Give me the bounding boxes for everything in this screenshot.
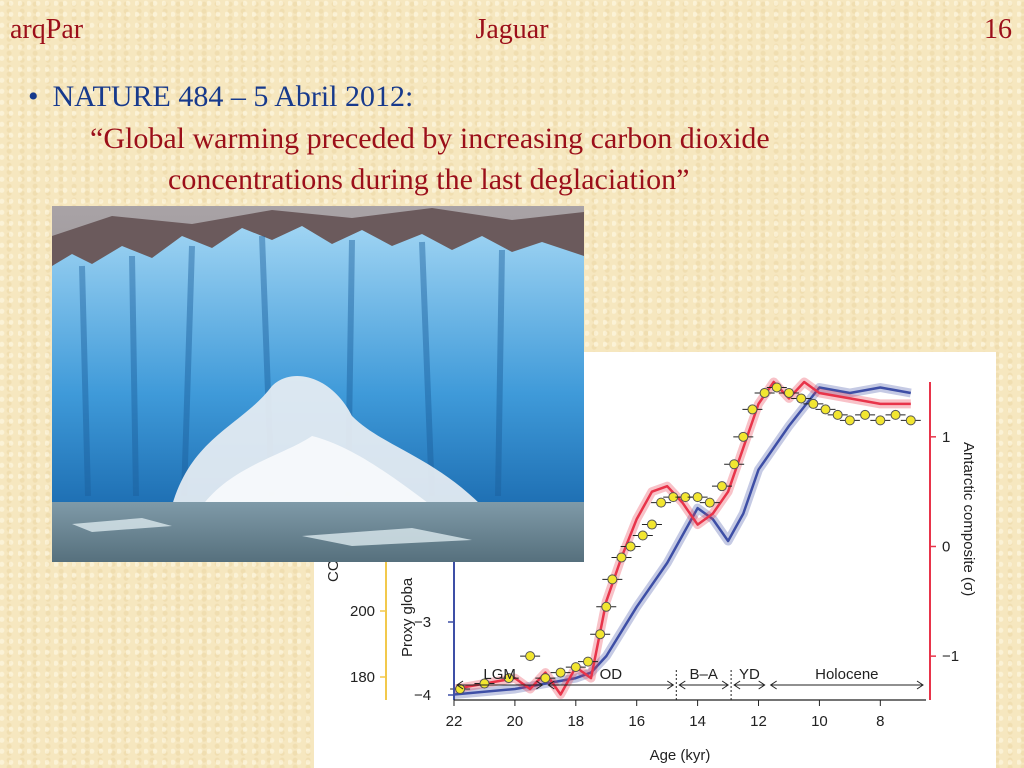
co2-point	[860, 409, 871, 420]
quote-line-1: “Global warming preceded by increasing c…	[90, 122, 770, 155]
period-arrowhead	[547, 680, 555, 690]
period-arrowhead	[721, 680, 730, 690]
period-arrowhead	[456, 680, 464, 690]
co2-point	[890, 409, 901, 420]
co2-point	[875, 415, 886, 426]
x-tick-label: 14	[689, 713, 706, 730]
co2-point	[540, 673, 551, 684]
co2-point	[738, 431, 749, 442]
right-tick-label: −1	[942, 648, 959, 665]
co2-axis-label: CO	[325, 560, 342, 583]
x-tick-label: 20	[507, 713, 524, 730]
period-arrowhead	[769, 680, 777, 690]
period-arrowhead	[916, 680, 924, 690]
header-left: arqPar	[10, 14, 84, 45]
slide-number: 16	[984, 14, 1012, 45]
co2-point	[716, 481, 727, 492]
bullet-icon: •	[28, 80, 39, 113]
x-tick-label: 12	[750, 713, 767, 730]
co2-point	[844, 415, 855, 426]
co2-point	[503, 673, 514, 684]
glacier-photo	[52, 206, 584, 562]
x-tick-label: 10	[811, 713, 828, 730]
co2-point	[595, 629, 606, 640]
period-label: OD	[600, 666, 623, 683]
co2-point	[625, 541, 636, 552]
slide-title: Jaguar	[475, 14, 549, 45]
co2-tick-label: 180	[350, 669, 375, 686]
co2-point	[771, 382, 782, 393]
proxy-axis-label: Proxy globa	[399, 577, 416, 657]
co2-point	[616, 552, 627, 563]
right-tick-label: 0	[942, 538, 950, 555]
proxy-tick-label: −3	[414, 614, 431, 631]
x-tick-label: 8	[876, 713, 884, 730]
period-arrowhead	[733, 680, 741, 690]
x-tick-label: 16	[628, 713, 645, 730]
co2-point	[479, 678, 490, 689]
co2-point	[692, 492, 703, 503]
co2-point	[759, 387, 770, 398]
x-axis-label: Age (kyr)	[650, 747, 711, 764]
co2-point	[729, 459, 740, 470]
co2-point	[607, 574, 618, 585]
co2-point	[646, 519, 657, 530]
co2-point	[747, 404, 758, 415]
right-axis-label: Antarctic composite (σ)	[960, 442, 977, 596]
co2-point	[582, 656, 593, 667]
period-arrowhead	[758, 680, 766, 690]
co2-point	[601, 601, 612, 612]
co2-point	[796, 393, 807, 404]
co2-point	[820, 404, 831, 415]
x-tick-label: 18	[567, 713, 584, 730]
period-arrowhead	[678, 680, 686, 690]
period-label: Holocene	[815, 666, 878, 683]
co2-point	[570, 662, 581, 673]
period-arrowhead	[536, 680, 544, 690]
period-label: LGM	[483, 666, 516, 683]
bullet-citation: • NATURE 484 – 5 Abril 2012:	[28, 80, 413, 114]
co2-point	[783, 387, 794, 398]
glacier-illustration	[52, 206, 584, 562]
period-label: YD	[739, 666, 760, 683]
co2-point	[455, 684, 466, 695]
quote-line-2: concentrations during the last deglaciat…	[168, 163, 690, 196]
co2-point	[637, 530, 648, 541]
co2-point	[808, 398, 819, 409]
co2-point	[555, 667, 566, 678]
x-tick-label: 22	[446, 713, 463, 730]
co2-point	[704, 497, 715, 508]
co2-point	[656, 497, 667, 508]
proxy-tick-label: −4	[414, 687, 431, 704]
right-tick-label: 1	[942, 429, 950, 446]
co2-tick-label: 200	[350, 603, 375, 620]
co2-point	[525, 651, 536, 662]
co2-point	[905, 415, 916, 426]
period-label: B–A	[690, 666, 718, 683]
period-arrowhead	[667, 680, 675, 690]
co2-point	[832, 409, 843, 420]
citation-text: NATURE 484 – 5 Abril 2012:	[52, 80, 414, 113]
series-line-0	[453, 386, 912, 696]
